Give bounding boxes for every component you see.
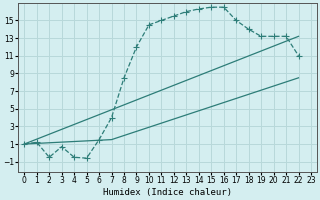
X-axis label: Humidex (Indice chaleur): Humidex (Indice chaleur) (103, 188, 232, 197)
